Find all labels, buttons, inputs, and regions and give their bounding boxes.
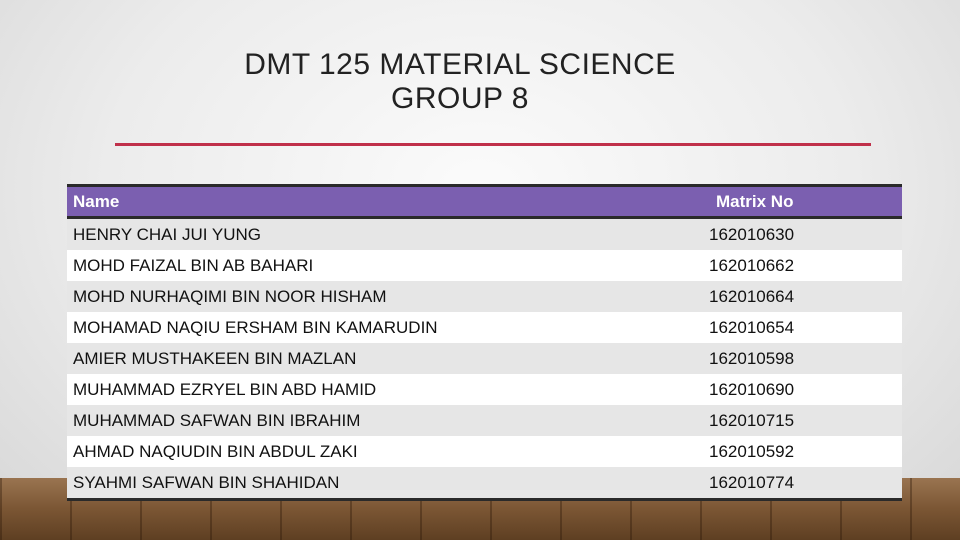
title: DMT 125 MATERIAL SCIENCE GROUP 8 bbox=[160, 48, 760, 116]
matrix-number: 162010598 bbox=[709, 343, 902, 374]
member-name: MUHAMMAD SAFWAN BIN IBRAHIM bbox=[67, 405, 709, 436]
table-row: AHMAD NAQIUDIN BIN ABDUL ZAKI 162010592 bbox=[67, 436, 902, 467]
member-name: MOHD FAIZAL BIN AB BAHARI bbox=[67, 250, 709, 281]
member-name: AHMAD NAQIUDIN BIN ABDUL ZAKI bbox=[67, 436, 709, 467]
column-header: Name bbox=[67, 185, 709, 219]
column-header: Matrix No bbox=[709, 185, 902, 219]
table-row: MUHAMMAD EZRYEL BIN ABD HAMID 162010690 bbox=[67, 374, 902, 405]
header-row: Name Matrix No bbox=[67, 185, 902, 219]
matrix-number: 162010630 bbox=[709, 217, 902, 250]
table-body: HENRY CHAI JUI YUNG 162010630 MOHD FAIZAL … bbox=[67, 217, 902, 500]
member-table: Name Matrix No HENRY CHAI JUI YUNG 162010… bbox=[67, 184, 902, 501]
member-name: HENRY CHAI JUI YUNG bbox=[67, 217, 709, 250]
matrix-number: 162010715 bbox=[709, 405, 902, 436]
matrix-number: 162010664 bbox=[709, 281, 902, 312]
table-row: HENRY CHAI JUI YUNG 162010630 bbox=[67, 217, 902, 250]
matrix-number: 162010690 bbox=[709, 374, 902, 405]
member-name: MOHAMAD NAQIU ERSHAM BIN KAMARUDIN bbox=[67, 312, 709, 343]
member-name: MOHD NURHAQIMI BIN NOOR HISHAM bbox=[67, 281, 709, 312]
matrix-number: 162010592 bbox=[709, 436, 902, 467]
divider bbox=[115, 143, 871, 146]
table-row: SYAHMI SAFWAN BIN SHAHIDAN 162010774 bbox=[67, 467, 902, 500]
title-line: DMT 125 MATERIAL SCIENCE bbox=[244, 48, 676, 81]
matrix-number: 162010774 bbox=[709, 467, 902, 500]
table-row: MOHD FAIZAL BIN AB BAHARI 162010662 bbox=[67, 250, 902, 281]
member-name: AMIER MUSTHAKEEN BIN MAZLAN bbox=[67, 343, 709, 374]
table-row: MUHAMMAD SAFWAN BIN IBRAHIM 162010715 bbox=[67, 405, 902, 436]
member-name: SYAHMI SAFWAN BIN SHAHIDAN bbox=[67, 467, 709, 500]
table-row: AMIER MUSTHAKEEN BIN MAZLAN 162010598 bbox=[67, 343, 902, 374]
member-name: MUHAMMAD EZRYEL BIN ABD HAMID bbox=[67, 374, 709, 405]
matrix-number: 162010662 bbox=[709, 250, 902, 281]
table-row: MOHAMAD NAQIU ERSHAM BIN KAMARUDIN 162010… bbox=[67, 312, 902, 343]
matrix-number: 162010654 bbox=[709, 312, 902, 343]
table-row: MOHD NURHAQIMI BIN NOOR HISHAM 162010664 bbox=[67, 281, 902, 312]
title-line: GROUP 8 bbox=[391, 82, 529, 115]
